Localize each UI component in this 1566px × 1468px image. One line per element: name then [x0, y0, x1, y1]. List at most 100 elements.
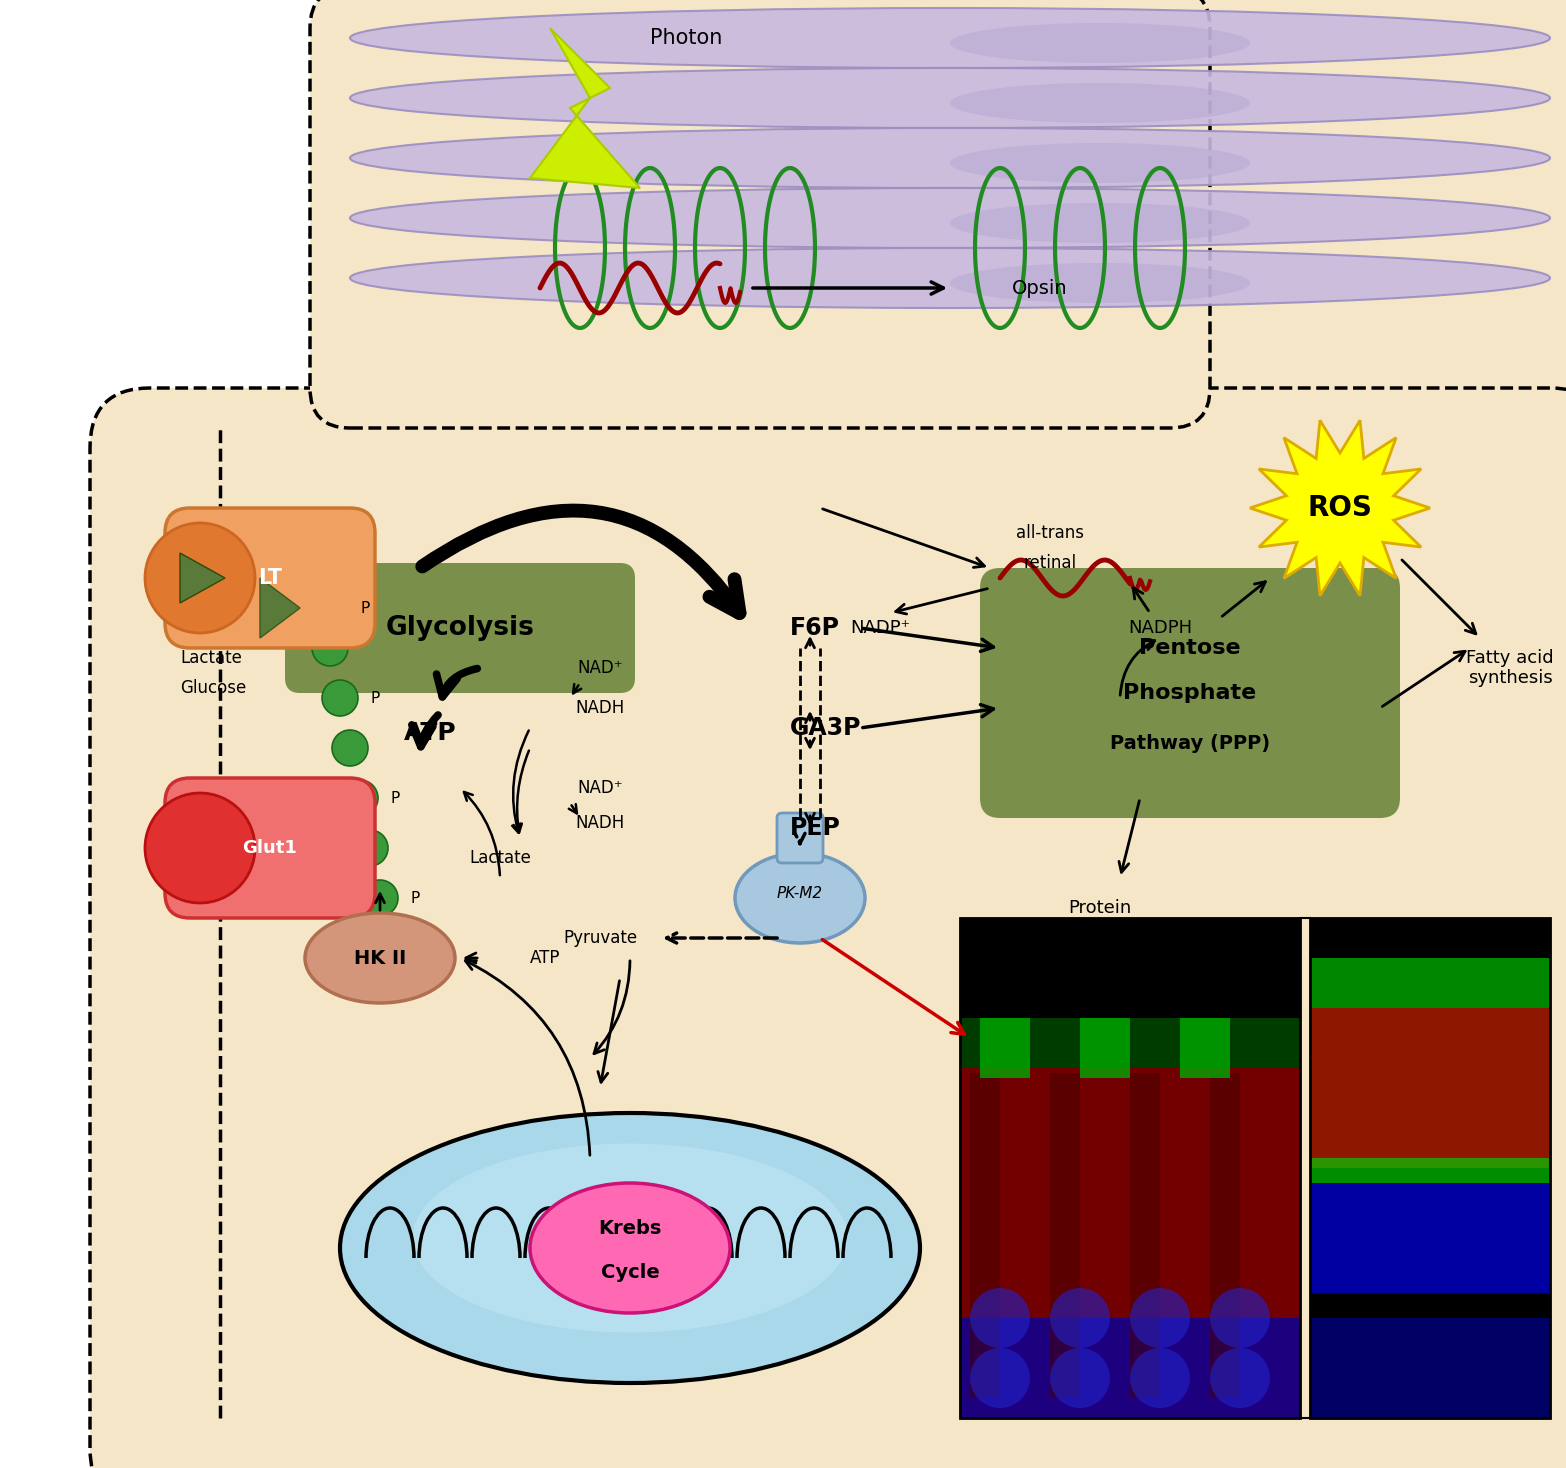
- Text: F6P: F6P: [789, 617, 839, 640]
- Circle shape: [1211, 1348, 1270, 1408]
- Polygon shape: [529, 28, 640, 188]
- Text: Photon: Photon: [650, 28, 722, 48]
- Circle shape: [1211, 1287, 1270, 1348]
- Bar: [960, 1318, 1300, 1418]
- Text: Glut1: Glut1: [243, 840, 298, 857]
- Text: Phosphate: Phosphate: [1123, 683, 1256, 703]
- Text: PK-M2: PK-M2: [777, 885, 824, 900]
- Text: PEP: PEP: [789, 816, 841, 840]
- Bar: [980, 1017, 1030, 1078]
- Ellipse shape: [951, 203, 1250, 244]
- Circle shape: [312, 590, 348, 625]
- Polygon shape: [1250, 420, 1430, 596]
- Text: Protein
Biosynthesis: Protein Biosynthesis: [1043, 898, 1157, 938]
- Circle shape: [1049, 1287, 1110, 1348]
- Bar: [1311, 1009, 1550, 1169]
- Bar: [1311, 1183, 1550, 1293]
- Bar: [1311, 918, 1550, 1418]
- Polygon shape: [260, 578, 301, 639]
- Text: NAD⁺: NAD⁺: [578, 780, 623, 797]
- Bar: [1081, 1017, 1131, 1078]
- Text: LT: LT: [258, 568, 282, 589]
- Bar: [1211, 1073, 1240, 1398]
- Circle shape: [352, 829, 388, 866]
- Text: retinal: retinal: [1024, 553, 1076, 573]
- Text: Cycle: Cycle: [601, 1264, 659, 1283]
- Text: P: P: [390, 790, 399, 806]
- Circle shape: [362, 879, 398, 916]
- Bar: [1311, 1158, 1550, 1183]
- Text: ATP: ATP: [404, 721, 456, 744]
- Polygon shape: [0, 0, 381, 1468]
- Ellipse shape: [951, 142, 1250, 184]
- Text: ATP: ATP: [529, 948, 561, 967]
- Ellipse shape: [349, 7, 1550, 68]
- Circle shape: [1131, 1287, 1190, 1348]
- Bar: [960, 1017, 1300, 1069]
- Circle shape: [146, 793, 255, 903]
- Bar: [960, 918, 1300, 1418]
- Ellipse shape: [340, 1113, 919, 1383]
- Text: P: P: [360, 600, 370, 615]
- Circle shape: [332, 730, 368, 766]
- Text: NADP⁺: NADP⁺: [850, 619, 910, 637]
- Text: Pyruvate: Pyruvate: [562, 929, 637, 947]
- FancyBboxPatch shape: [164, 778, 374, 918]
- Text: Lactate: Lactate: [180, 649, 241, 666]
- Text: all-trans: all-trans: [1016, 524, 1084, 542]
- FancyBboxPatch shape: [777, 813, 824, 863]
- FancyBboxPatch shape: [285, 564, 634, 693]
- FancyBboxPatch shape: [89, 388, 1566, 1468]
- Text: Opsin: Opsin: [1012, 279, 1068, 298]
- Circle shape: [969, 1287, 1030, 1348]
- FancyBboxPatch shape: [980, 568, 1400, 818]
- Text: NADH: NADH: [575, 699, 625, 716]
- Circle shape: [969, 1348, 1030, 1408]
- Circle shape: [282, 850, 318, 887]
- Text: HK II: HK II: [354, 948, 406, 967]
- Bar: [1131, 1073, 1160, 1398]
- Text: Lactate: Lactate: [470, 849, 531, 868]
- Ellipse shape: [412, 1144, 847, 1333]
- Circle shape: [252, 860, 288, 895]
- Text: Glycolysis: Glycolysis: [385, 615, 534, 642]
- Ellipse shape: [734, 853, 864, 942]
- Bar: [960, 918, 1300, 1418]
- Text: P: P: [410, 891, 420, 906]
- Ellipse shape: [349, 128, 1550, 188]
- Ellipse shape: [349, 68, 1550, 128]
- Text: Pentose: Pentose: [1138, 639, 1240, 658]
- Text: GA3P: GA3P: [789, 716, 861, 740]
- Ellipse shape: [349, 248, 1550, 308]
- Circle shape: [146, 523, 255, 633]
- Bar: [1311, 959, 1550, 1009]
- Text: P: P: [370, 690, 379, 706]
- Polygon shape: [180, 553, 226, 603]
- Circle shape: [1131, 1348, 1190, 1408]
- FancyBboxPatch shape: [60, 0, 1566, 1468]
- Text: Glucose: Glucose: [180, 680, 246, 697]
- Text: NADH: NADH: [575, 813, 625, 832]
- Text: ROS: ROS: [1308, 495, 1372, 523]
- Circle shape: [341, 780, 377, 816]
- Bar: [1311, 918, 1550, 1418]
- Circle shape: [323, 680, 359, 716]
- Text: Krebs: Krebs: [598, 1218, 662, 1238]
- Circle shape: [1049, 1348, 1110, 1408]
- Bar: [1311, 1318, 1550, 1418]
- Ellipse shape: [951, 84, 1250, 123]
- Bar: [960, 1069, 1300, 1418]
- FancyBboxPatch shape: [164, 508, 374, 647]
- Bar: [1049, 1073, 1081, 1398]
- Text: NADPH: NADPH: [1128, 619, 1192, 637]
- FancyBboxPatch shape: [310, 0, 1211, 429]
- Circle shape: [312, 630, 348, 666]
- Ellipse shape: [349, 188, 1550, 248]
- Ellipse shape: [305, 913, 456, 1003]
- Ellipse shape: [951, 263, 1250, 302]
- Text: NAD⁺: NAD⁺: [578, 659, 623, 677]
- Ellipse shape: [529, 1183, 730, 1312]
- Text: Pathway (PPP): Pathway (PPP): [1110, 734, 1270, 753]
- Text: Fatty acid
synthesis: Fatty acid synthesis: [1466, 649, 1553, 687]
- Ellipse shape: [951, 23, 1250, 63]
